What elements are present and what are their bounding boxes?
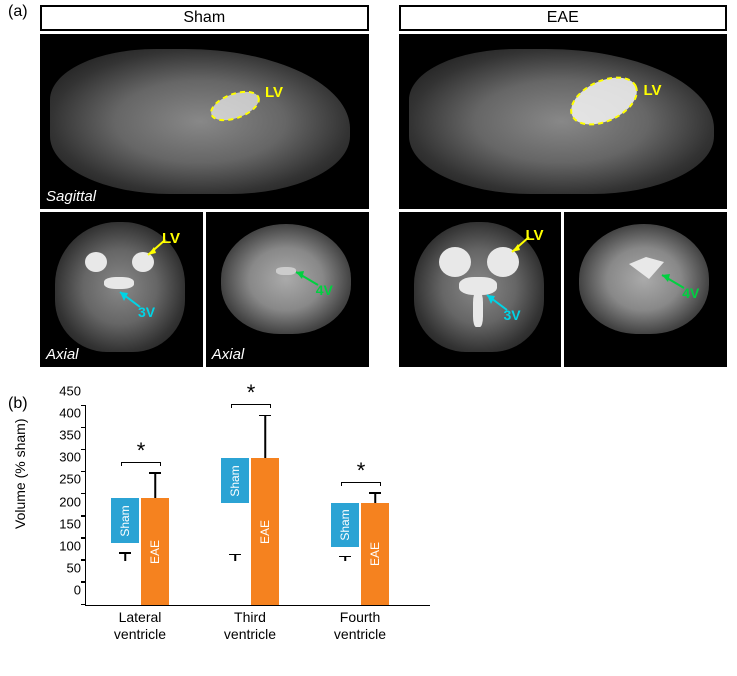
- sham-axial-2-image: 4V Axial: [206, 212, 369, 367]
- sham-column: Sham LV Sagittal: [40, 5, 369, 367]
- y-tick: 100: [51, 538, 81, 553]
- eae-axial-1-image: LV 3V: [399, 212, 562, 367]
- eae-header: EAE: [399, 5, 728, 31]
- eae-bar: EAE: [251, 458, 279, 605]
- v4-annotation: 4V: [316, 282, 333, 298]
- bar-chart: Volume (% sham) 050100150200250300350400…: [40, 401, 440, 661]
- eae-axial-2-image: 4V: [564, 212, 727, 367]
- bar-group: Sham EAE: [111, 498, 169, 605]
- x-category-label: Thirdventricle: [205, 609, 295, 643]
- y-tick: 200: [51, 494, 81, 509]
- eae-sagittal-image: LV: [399, 34, 728, 209]
- axial-label-1: Axial: [46, 346, 79, 363]
- sham-sagittal-image: LV Sagittal: [40, 34, 369, 209]
- bar-series-label: EAE: [368, 542, 382, 566]
- eae-bar: EAE: [361, 503, 389, 605]
- axial-label-2: Axial: [212, 346, 245, 363]
- lv-annotation-eae-axial: LV: [526, 227, 544, 244]
- lv-annotation: LV: [265, 84, 283, 101]
- sagittal-label: Sagittal: [46, 188, 96, 205]
- eae-bar: EAE: [141, 498, 169, 605]
- significance-star: *: [247, 380, 256, 406]
- y-tick: 250: [51, 472, 81, 487]
- bar-group: Sham EAE: [331, 503, 389, 605]
- v3-annotation: 3V: [138, 304, 155, 320]
- v3-annotation-eae: 3V: [504, 307, 521, 323]
- x-category-label: Lateralventricle: [95, 609, 185, 643]
- significance-star: *: [137, 438, 146, 464]
- sham-bar: Sham: [221, 458, 249, 502]
- image-panel-section: Sham LV Sagittal: [40, 5, 727, 367]
- y-tick: 350: [51, 428, 81, 443]
- sham-header: Sham: [40, 5, 369, 31]
- y-axis-label: Volume (% sham): [12, 419, 28, 529]
- eae-column: EAE LV LV: [399, 5, 728, 367]
- sham-axial-1-image: LV 3V Axial: [40, 212, 203, 367]
- x-category-label: Fourthventricle: [315, 609, 405, 643]
- bar-series-label: Sham: [338, 509, 352, 540]
- plot-area: 050100150200250300350400450ShamEAE*ShamE…: [85, 406, 430, 606]
- bar-series-label: EAE: [258, 520, 272, 544]
- bar-group: Sham EAE: [221, 458, 279, 605]
- y-tick: 0: [51, 583, 81, 598]
- lv-annotation-eae: LV: [644, 82, 662, 99]
- bar-series-label: Sham: [118, 505, 132, 536]
- y-tick: 300: [51, 450, 81, 465]
- panel-b-label: (b): [8, 395, 28, 413]
- v4-annotation-eae: 4V: [682, 285, 699, 301]
- sham-bar: Sham: [111, 498, 139, 542]
- y-tick: 150: [51, 516, 81, 531]
- sham-bar: Sham: [331, 503, 359, 547]
- panel-a-label: (a): [8, 3, 28, 21]
- y-tick: 450: [51, 384, 81, 399]
- bar-series-label: Sham: [228, 465, 242, 496]
- lv-annotation-axial: LV: [162, 230, 180, 247]
- y-tick: 50: [51, 560, 81, 575]
- significance-star: *: [357, 458, 366, 484]
- y-tick: 400: [51, 406, 81, 421]
- bar-series-label: EAE: [148, 540, 162, 564]
